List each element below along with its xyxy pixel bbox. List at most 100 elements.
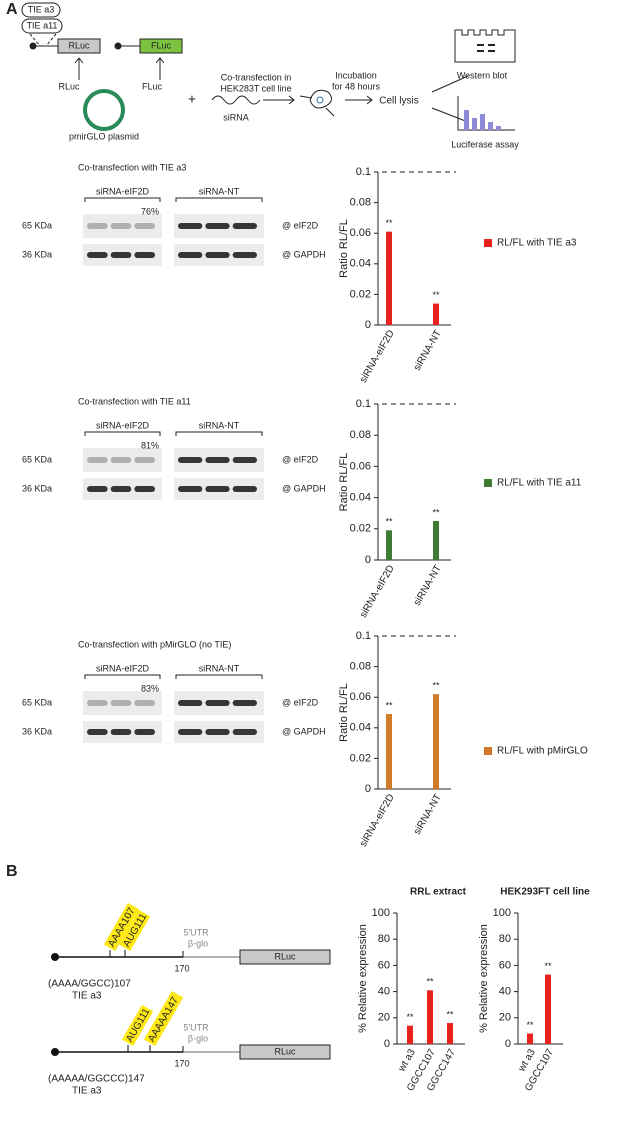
significance: ** — [446, 1009, 454, 1019]
y-tick-label: 0.1 — [356, 166, 371, 178]
site-highlight — [118, 909, 151, 951]
label: Co-transfection in — [221, 72, 292, 82]
band — [178, 223, 203, 229]
marker: 36 KDa — [22, 483, 52, 493]
significance: ** — [432, 290, 440, 300]
knockdown: 83% — [141, 683, 159, 693]
antibody: @ eIF2D — [282, 454, 319, 464]
band — [87, 457, 108, 463]
marker: 65 KDa — [22, 454, 52, 464]
band — [87, 223, 108, 229]
bracket — [175, 431, 263, 436]
label: TIE a11 — [27, 20, 58, 30]
significance: ** — [526, 1020, 534, 1030]
legend-label: RL/FL with TIE a3 — [497, 238, 577, 249]
label: TIE a3 — [28, 4, 55, 14]
x-tick-label: siRNA-NT — [412, 792, 444, 836]
y-tick-label: 0.06 — [350, 691, 371, 703]
y-tick-label: 20 — [499, 1012, 511, 1024]
marker: 65 KDa — [22, 697, 52, 707]
band — [87, 700, 108, 706]
bar — [407, 1025, 413, 1044]
y-tick-label: 100 — [372, 907, 390, 919]
marker: 36 KDa — [22, 726, 52, 736]
antibody: @ GAPDH — [282, 483, 326, 493]
significance: ** — [426, 977, 434, 987]
y-tick-label: 0.1 — [356, 630, 371, 642]
y-tick-label: 60 — [378, 959, 390, 971]
band — [178, 252, 203, 258]
label: for 48 hours — [332, 81, 381, 91]
x-tick-label: siRNA-eIF2D — [358, 792, 397, 849]
y-tick-label: 100 — [493, 907, 511, 919]
band — [178, 486, 203, 492]
significance: ** — [385, 517, 393, 527]
band — [232, 457, 257, 463]
antibody: @ eIF2D — [282, 220, 319, 230]
y-tick-label: 0 — [365, 554, 371, 566]
antibody: @ GAPDH — [282, 249, 326, 259]
label: FLuc — [151, 40, 172, 50]
bar — [433, 521, 439, 560]
panel-label: A — [6, 1, 18, 18]
legend-label: RL/FL with pMirGLO — [497, 746, 588, 757]
bracket — [84, 431, 161, 436]
tie-label: TIE a3 — [72, 1086, 102, 1097]
x-tick-label: siRNA-NT — [412, 328, 444, 372]
band — [205, 729, 230, 735]
y-axis-label: Ratio RL/FL — [338, 219, 350, 278]
band — [205, 252, 230, 258]
band — [232, 700, 257, 706]
y-tick-label: 80 — [499, 933, 511, 945]
glo-label: β-glo — [188, 1033, 208, 1043]
marker: 65 KDa — [22, 220, 52, 230]
site-highlight — [121, 1004, 154, 1046]
label: siRNA — [223, 112, 249, 122]
band — [178, 729, 203, 735]
band — [134, 729, 155, 735]
band — [110, 223, 132, 229]
y-axis-label: Ratio RL/FL — [338, 453, 350, 512]
legend-label: RL/FL with TIE a11 — [497, 478, 582, 489]
chart-title: RRL extract — [410, 887, 467, 898]
tie-label: TIE a3 — [72, 991, 102, 1002]
bar — [527, 1033, 533, 1044]
band — [110, 252, 132, 258]
bar — [433, 694, 439, 789]
group-label: siRNA-eIF2D — [96, 663, 150, 673]
reporter-box — [239, 949, 331, 965]
x-tick-label: siRNA-eIF2D — [358, 563, 397, 620]
y-tick-label: 0.06 — [350, 460, 371, 472]
group-label: siRNA-NT — [199, 663, 240, 673]
bar — [386, 231, 392, 325]
group-label: siRNA-eIF2D — [96, 186, 150, 196]
y-tick-label: 0 — [505, 1038, 511, 1050]
bracket — [175, 197, 263, 202]
blot-title: Co-transfection with pMirGLO (no TIE) — [78, 639, 231, 649]
site-label: AAAAA147 — [146, 995, 181, 1044]
blot-title: Co-transfection with TIE a3 — [78, 162, 186, 172]
y-tick-label: 20 — [378, 1012, 390, 1024]
reporter: RLuc — [274, 951, 296, 961]
y-tick-label: 0.08 — [350, 661, 371, 673]
y-tick-label: 0.08 — [350, 429, 371, 441]
utr-label: 5'UTR — [183, 1022, 209, 1032]
band — [178, 700, 203, 706]
bar — [447, 1023, 453, 1044]
bar — [545, 974, 551, 1044]
group-label: siRNA-NT — [199, 420, 240, 430]
bracket — [84, 197, 161, 202]
y-tick-label: 40 — [378, 986, 390, 998]
label: Luciferase assay — [451, 139, 519, 149]
label: FLuc — [142, 81, 163, 91]
label: Incubation — [335, 70, 377, 80]
site-highlight — [103, 902, 140, 951]
band — [205, 457, 230, 463]
band — [87, 486, 108, 492]
x-tick-label: siRNA-eIF2D — [358, 328, 397, 385]
band — [110, 486, 132, 492]
band — [205, 223, 230, 229]
band — [205, 486, 230, 492]
y-tick-label: 0 — [384, 1038, 390, 1050]
